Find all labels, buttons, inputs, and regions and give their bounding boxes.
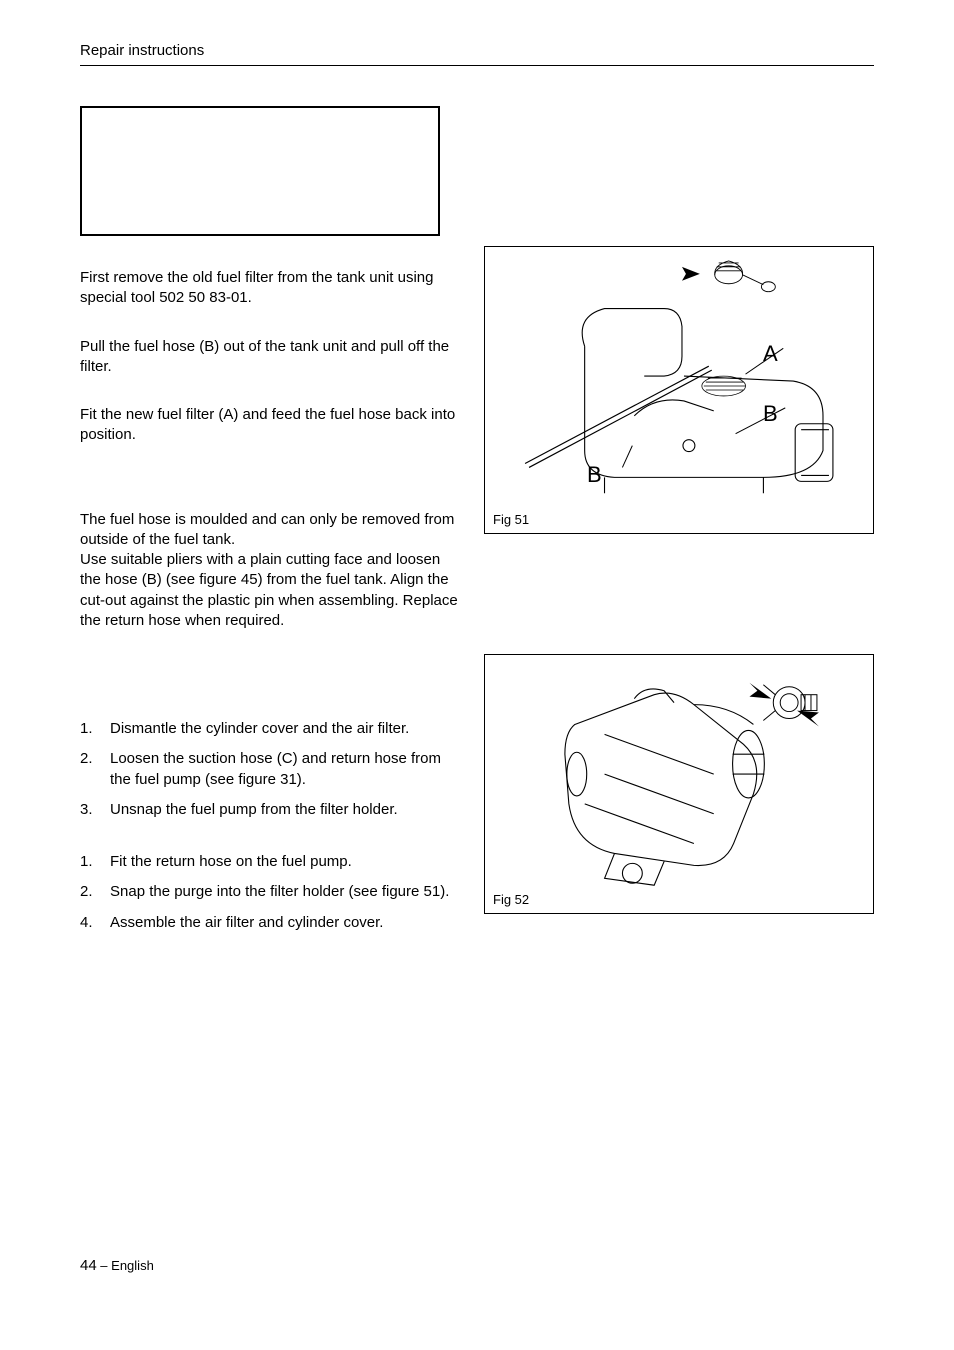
list-number: 4. xyxy=(80,913,110,933)
figure-label-b: B xyxy=(763,401,778,427)
page-header: Repair instructions xyxy=(80,42,874,66)
list-number: 3. xyxy=(80,800,110,820)
assemble-steps: 1. Fit the return hose on the fuel pump.… xyxy=(80,852,460,933)
list-text: Snap the purge into the filter holder (s… xyxy=(110,882,460,902)
list-item: 3. Unsnap the fuel pump from the filter … xyxy=(80,800,460,820)
paragraph: First remove the old fuel filter from th… xyxy=(80,268,460,309)
paragraph: Pull the fuel hose (B) out of the tank u… xyxy=(80,337,460,378)
warning-box xyxy=(80,106,440,236)
list-item: 1. Dismantle the cylinder cover and the … xyxy=(80,719,460,739)
paragraph: The fuel hose is moulded and can only be… xyxy=(80,510,460,551)
figure-51-svg xyxy=(485,247,873,533)
list-text: Unsnap the fuel pump from the filter hol… xyxy=(110,800,460,820)
section-title: Repair instructions xyxy=(80,42,874,59)
footer-language: English xyxy=(111,1258,154,1273)
page-footer: 44 – English xyxy=(80,1257,154,1274)
list-item: 4. Assemble the air filter and cylinder … xyxy=(80,913,460,933)
list-text: Assemble the air filter and cylinder cov… xyxy=(110,913,460,933)
figure-52-svg xyxy=(485,655,873,913)
left-column: First remove the old fuel filter from th… xyxy=(80,106,460,954)
figure-caption: Fig 52 xyxy=(493,892,529,907)
content-columns: First remove the old fuel filter from th… xyxy=(80,106,874,954)
list-number: 1. xyxy=(80,719,110,739)
list-text: Dismantle the cylinder cover and the air… xyxy=(110,719,460,739)
list-number: 2. xyxy=(80,882,110,902)
footer-dash: – xyxy=(97,1258,111,1273)
right-column: A B B Fig 51 xyxy=(484,106,874,954)
paragraph: Fit the new fuel filter (A) and feed the… xyxy=(80,405,460,446)
list-item: 2. Loosen the suction hose (C) and retur… xyxy=(80,749,460,790)
list-item: 1. Fit the return hose on the fuel pump. xyxy=(80,852,460,872)
list-number: 2. xyxy=(80,749,110,790)
list-number: 1. xyxy=(80,852,110,872)
dismantle-steps: 1. Dismantle the cylinder cover and the … xyxy=(80,719,460,820)
figure-label-a: A xyxy=(763,341,778,367)
figure-52: Fig 52 xyxy=(484,654,874,914)
page-number: 44 xyxy=(80,1257,97,1274)
list-text: Fit the return hose on the fuel pump. xyxy=(110,852,460,872)
list-text: Loosen the suction hose (C) and return h… xyxy=(110,749,460,790)
list-item: 2. Snap the purge into the filter holder… xyxy=(80,882,460,902)
figure-label-b: B xyxy=(587,462,602,488)
paragraph: Use suitable pliers with a plain cutting… xyxy=(80,550,460,631)
figure-caption: Fig 51 xyxy=(493,512,529,527)
figure-51: A B B Fig 51 xyxy=(484,246,874,534)
